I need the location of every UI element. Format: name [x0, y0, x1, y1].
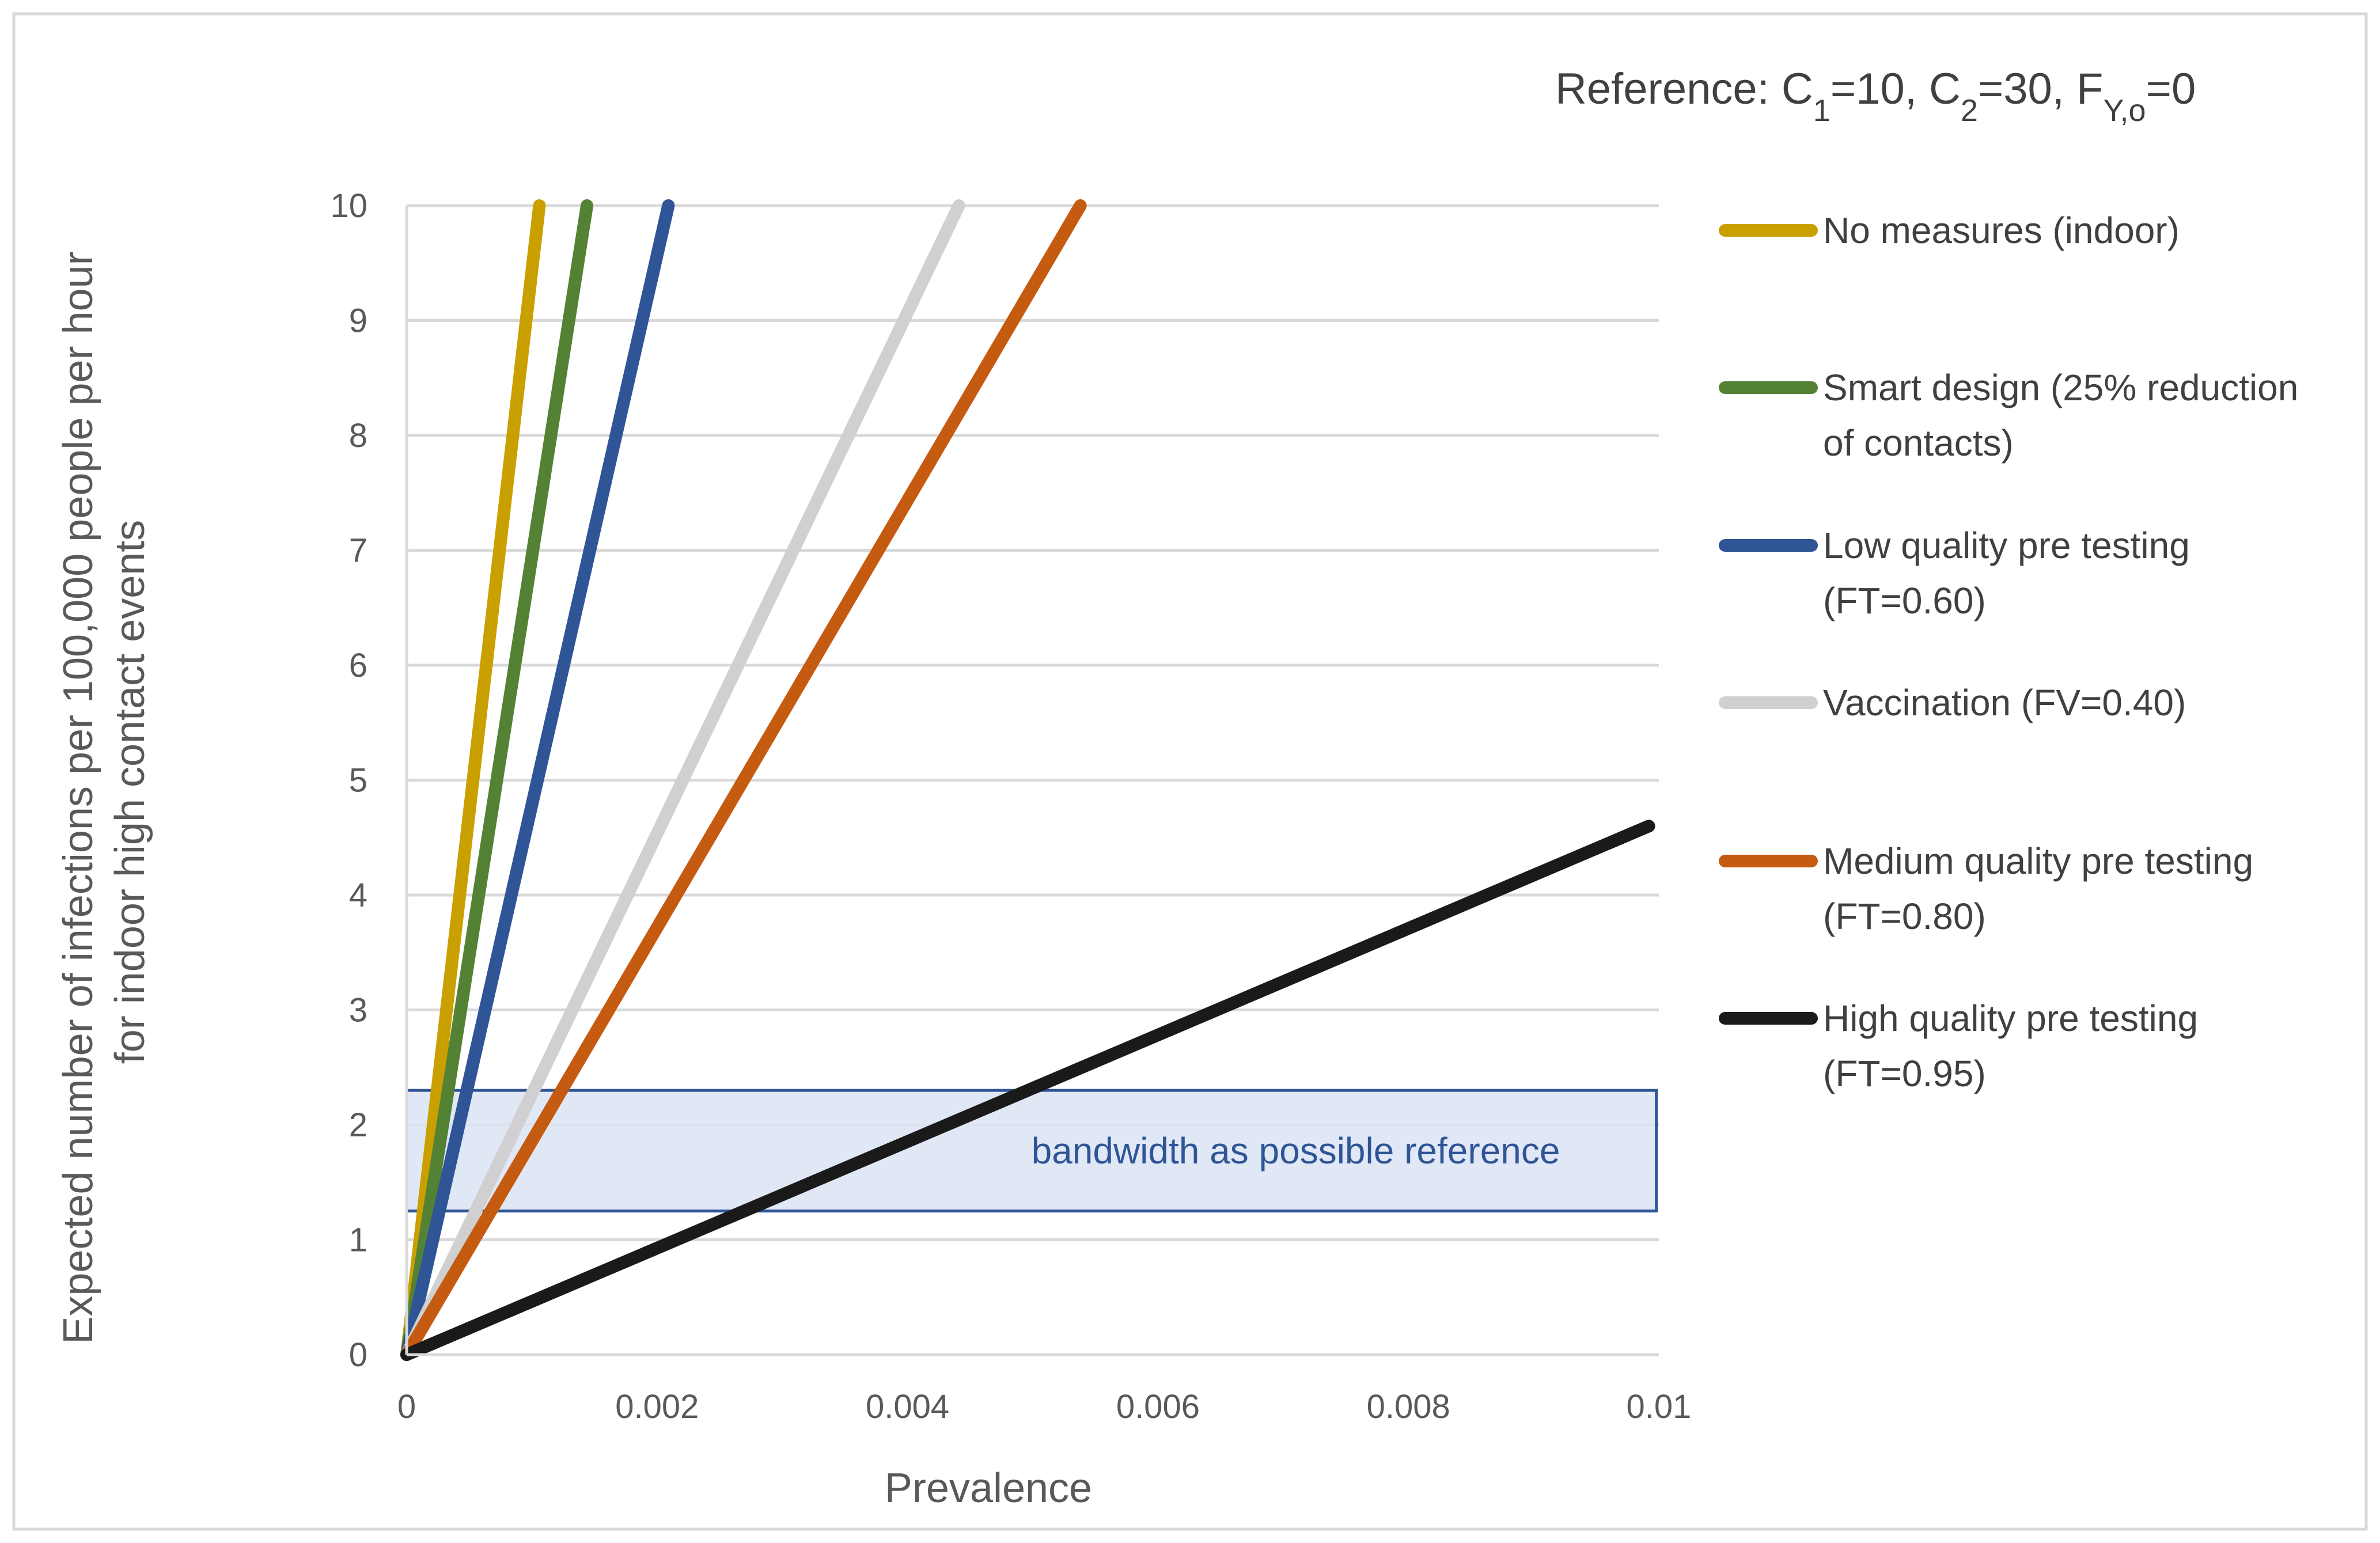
- y-tick-label-4: 4: [349, 877, 367, 914]
- reference-band-group: bandwidth as possible reference: [405, 1089, 1658, 1213]
- x-tick-label-4: 0.008: [1367, 1388, 1450, 1426]
- legend-label-2-line-0: Low quality pre testing: [1823, 525, 2190, 566]
- legend-label-5: High quality pre testing (FT=0.95): [1823, 998, 2198, 1094]
- y-tick-label-10: 10: [330, 187, 367, 225]
- legend: No measures (indoor) Smart design (25% re…: [1719, 210, 2298, 1094]
- x-tick-label-3: 0.006: [1116, 1388, 1200, 1426]
- series-line-2: [400, 199, 675, 1361]
- legend-label-4-line-1: (FT=0.80): [1823, 896, 1986, 937]
- legend-label-2-line-1: (FT=0.60): [1823, 580, 1986, 621]
- series-line-0: [400, 199, 546, 1361]
- legend-label-1-line-0: Smart design (25% reduction: [1823, 367, 2298, 408]
- legend-label-3-line-0: Vaccination (FV=0.40): [1823, 682, 2186, 723]
- series-line-5: [400, 820, 1655, 1361]
- y-tick-label-6: 6: [349, 647, 367, 684]
- legend-label-1-line-1: of contacts): [1823, 422, 2014, 464]
- x-tick-label-2: 0.004: [866, 1388, 949, 1426]
- legend-label-4-line-0: Medium quality pre testing: [1823, 840, 2253, 882]
- reference-band-label: bandwidth as possible reference: [1032, 1130, 1560, 1172]
- y-axis-title-line-2: for indoor high contact events: [107, 520, 153, 1064]
- x-tick-label-5: 0.01: [1627, 1388, 1692, 1426]
- y-tick-label-0: 0: [349, 1336, 367, 1374]
- legend-label-0-line-0: No measures (indoor): [1823, 210, 2180, 251]
- y-tick-label-5: 5: [349, 762, 367, 799]
- series-line-4: [400, 199, 1087, 1361]
- y-tick-label-3: 3: [349, 992, 367, 1029]
- x-tick-label-0: 0: [397, 1388, 416, 1426]
- y-tick-label-2: 2: [349, 1106, 367, 1144]
- legend-label-1: Smart design (25% reduction of contacts): [1823, 367, 2298, 464]
- legend-label-3: Vaccination (FV=0.40): [1823, 682, 2186, 723]
- y-tick-label-1: 1: [349, 1222, 367, 1259]
- y-axis-title-line-1: Expected number of infections per 100,00…: [55, 251, 101, 1344]
- y-axis-title: Expected number of infections per 100,00…: [55, 240, 153, 1344]
- y-tick-label-9: 9: [349, 302, 367, 340]
- legend-label-0: No measures (indoor): [1823, 210, 2180, 251]
- legend-label-4: Medium quality pre testing (FT=0.80): [1823, 840, 2253, 937]
- chart-reference-title: Reference: C1=10, C2=30, FY,o=0: [1555, 65, 2196, 128]
- series-lines: [400, 199, 1655, 1361]
- axes: 0 1 2 3 4 5 6 7 8 9 10 0 0.002 0.004 0.006 0.008 0.01: [330, 187, 1691, 1426]
- series-line-1: [400, 199, 594, 1361]
- legend-label-5-line-0: High quality pre testing: [1823, 998, 2198, 1039]
- y-tick-label-7: 7: [349, 532, 367, 570]
- y-tick-label-8: 8: [349, 417, 367, 454]
- x-axis-title: Prevalence: [885, 1465, 1092, 1511]
- reference-band: [405, 1089, 1658, 1213]
- legend-label-5-line-1: (FT=0.95): [1823, 1053, 1986, 1094]
- legend-label-2: Low quality pre testing (FT=0.60): [1823, 525, 2190, 621]
- x-tick-label-1: 0.002: [615, 1388, 699, 1426]
- series-line-3: [400, 199, 965, 1361]
